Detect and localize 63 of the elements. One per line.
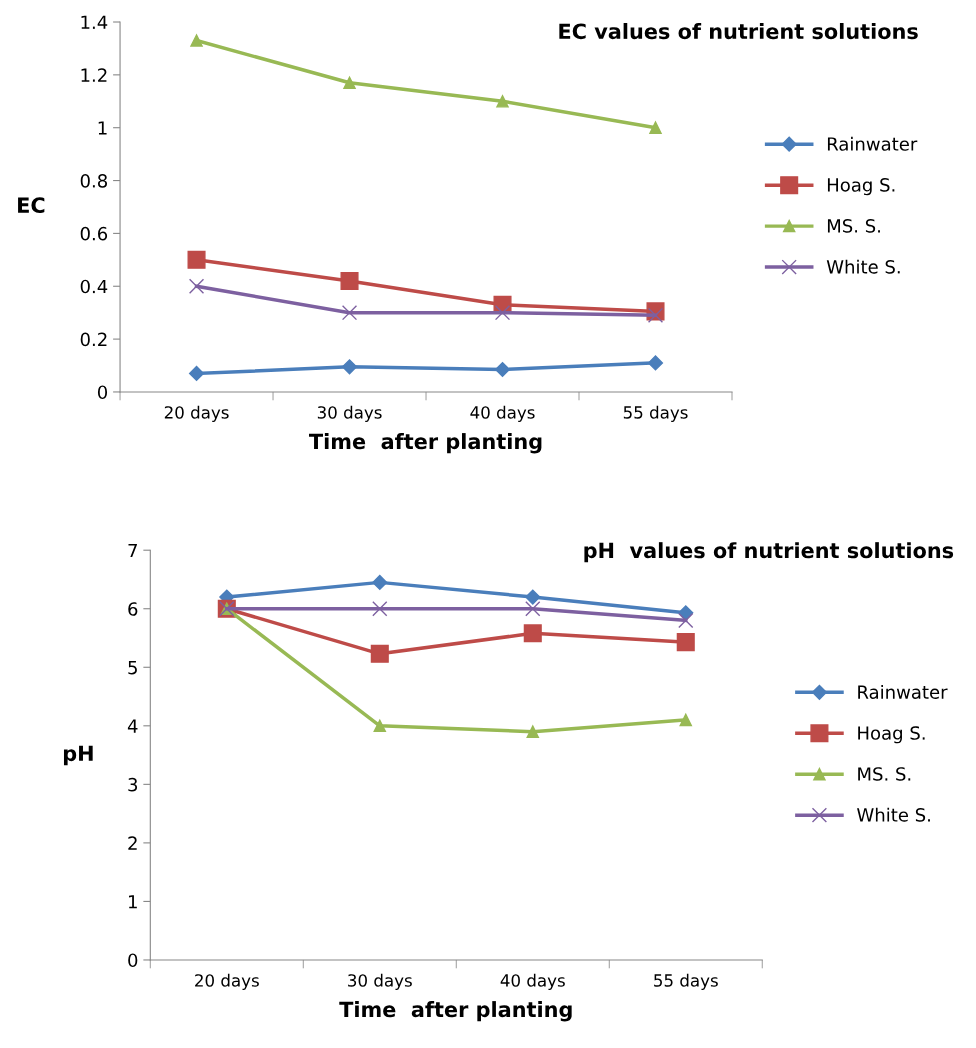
legend-label: Rainwater — [827, 136, 918, 151]
y-axis-title: EC — [18, 197, 45, 214]
point — [523, 624, 542, 643]
point — [649, 121, 662, 134]
legend-label: White S. — [857, 807, 930, 822]
x-axis-title: Time after planting — [339, 1001, 572, 1022]
point — [340, 271, 359, 290]
y-tick-label: 0.4 — [80, 279, 108, 294]
point — [494, 361, 511, 378]
y-tick-label: 5 — [128, 660, 137, 675]
x-tick-label: 20 days — [195, 973, 259, 990]
point — [647, 307, 664, 323]
x-tick-label: 20 days — [164, 405, 229, 422]
y-tick-label: 3 — [128, 777, 138, 792]
legend-label: Hoag S. — [827, 178, 895, 196]
point — [188, 365, 205, 382]
y-tick-label: 1 — [98, 121, 107, 135]
x-tick-label: 40 days — [500, 973, 565, 990]
x-tick-label: 30 days — [348, 973, 412, 990]
point — [372, 601, 388, 617]
y-tick-label: 0.8 — [80, 174, 108, 188]
point — [370, 644, 389, 663]
y-tick-label: 0 — [97, 385, 108, 400]
y-tick-label: 7 — [128, 543, 137, 558]
y-tick-label: 1 — [128, 895, 137, 909]
x-tick-label: 55 days — [623, 405, 688, 422]
y-tick-label: 0 — [128, 953, 138, 968]
y-tick-label: 1.4 — [81, 15, 108, 29]
y-tick-label: 6 — [128, 602, 138, 616]
point — [343, 76, 356, 90]
x-tick-label: 40 days — [470, 405, 535, 422]
y-axis-title: pH — [63, 745, 93, 766]
legend-label: White S. — [826, 259, 900, 274]
y-tick-label: 1.2 — [81, 68, 107, 82]
point — [190, 34, 203, 47]
point — [494, 305, 511, 321]
point — [526, 725, 540, 738]
chart-title: EC values of nutrient solutions — [559, 23, 918, 40]
y-tick-label: 4 — [127, 719, 138, 733]
point — [676, 633, 695, 652]
legend-label: MS. S. — [858, 767, 911, 781]
point — [341, 359, 358, 375]
point — [341, 305, 358, 321]
point — [373, 719, 387, 733]
legend-label: MS. S. — [827, 219, 880, 233]
chart-title: pH values of nutrient solutions — [584, 542, 954, 563]
point — [679, 713, 693, 727]
point — [187, 250, 206, 269]
y-tick-label: 0.2 — [80, 332, 107, 347]
y-tick-label: 2 — [128, 836, 137, 850]
y-tick-label: 0.6 — [80, 226, 108, 241]
point — [647, 355, 664, 371]
legend-label: Hoag S. — [858, 726, 925, 744]
point — [372, 574, 388, 590]
point — [496, 95, 509, 108]
point — [678, 612, 694, 629]
x-tick-label: 30 days — [317, 405, 382, 422]
x-tick-label: 55 days — [654, 973, 718, 990]
legend-label: Rainwater — [858, 684, 948, 699]
point — [525, 601, 541, 617]
x-axis-title: Time after planting — [309, 433, 542, 454]
point — [525, 589, 541, 605]
point — [188, 278, 205, 294]
